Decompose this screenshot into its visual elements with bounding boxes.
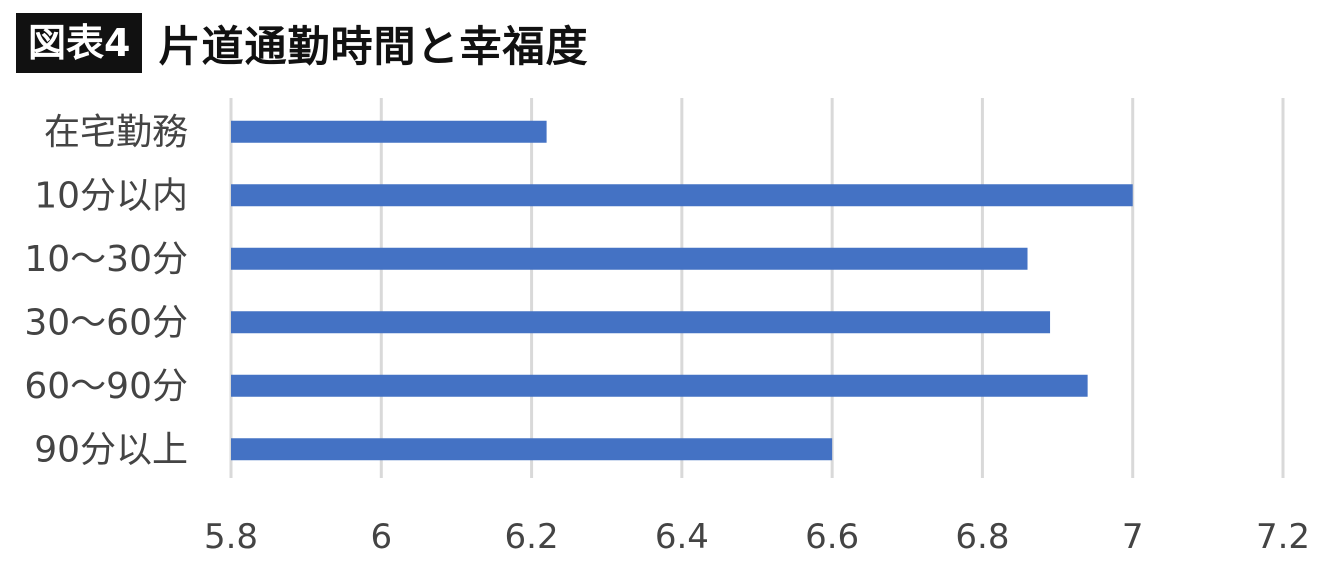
x-tick-label: 5.8 — [204, 517, 258, 557]
category-label: 10～30分 — [24, 239, 188, 280]
bar — [231, 184, 1133, 207]
chart-title: 片道通勤時間と幸福度 — [158, 21, 589, 71]
figure-badge: 図表4 — [16, 13, 143, 73]
category-label: 30～60分 — [24, 302, 188, 343]
x-axis-tick-labels: 5.8 6 6.2 6.4 6.6 6.8 7 7.2 — [204, 517, 1310, 557]
bar — [231, 311, 1051, 334]
category-label: 60～90分 — [24, 366, 188, 407]
x-tick-label: 6.4 — [655, 517, 709, 557]
x-tick-label: 7 — [1122, 517, 1144, 557]
category-label: 90分以上 — [34, 429, 188, 470]
x-tick-label: 6.8 — [955, 517, 1009, 557]
x-tick-label: 6 — [370, 517, 392, 557]
bar — [231, 247, 1028, 270]
category-labels: 在宅勤務 10分以内 10～30分 30～60分 60～90分 90分以上 — [24, 112, 188, 471]
bar — [231, 120, 547, 143]
bar — [231, 438, 833, 461]
chart-header: 図表4 片道通勤時間と幸福度 — [16, 12, 588, 74]
category-label: 在宅勤務 — [44, 112, 188, 153]
x-tick-label: 6.2 — [505, 517, 559, 557]
x-tick-label: 7.2 — [1256, 517, 1310, 557]
bar — [231, 374, 1088, 397]
x-tick-label: 6.6 — [805, 517, 859, 557]
bars — [231, 120, 1133, 461]
gridlines — [229, 98, 1285, 478]
category-label: 10分以内 — [34, 175, 188, 216]
